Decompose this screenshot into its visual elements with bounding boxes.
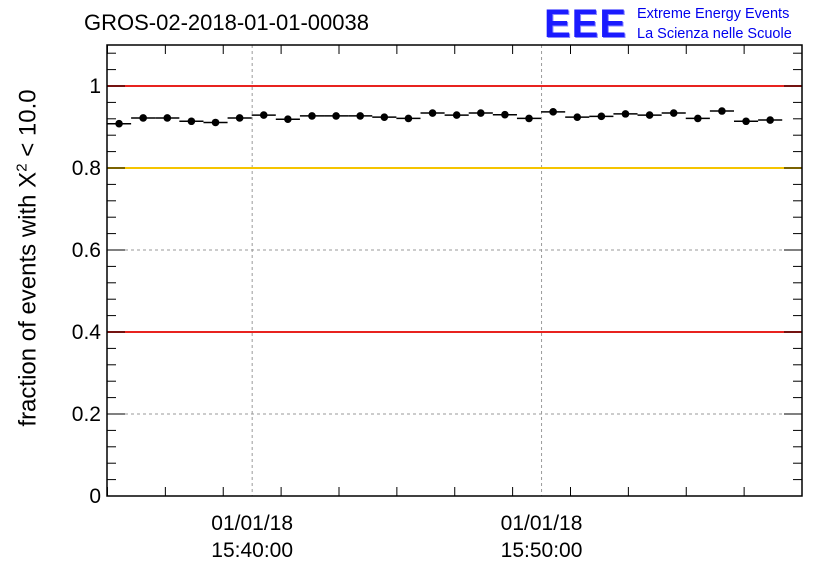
data-point [139, 114, 147, 122]
x-tick-label-time: 15:40:00 [211, 539, 293, 562]
data-point [187, 117, 196, 126]
data-point [235, 114, 244, 122]
data-point [404, 114, 413, 123]
y-tick-label: 0.8 [72, 157, 101, 180]
data-point [718, 107, 726, 115]
y-tick-label: 1 [89, 75, 101, 98]
data-point [621, 110, 630, 118]
data-point [332, 112, 340, 120]
y-tick-label: 0.6 [72, 239, 101, 262]
data-point [115, 119, 123, 128]
logo-mark: EEE [544, 2, 628, 46]
data-point [308, 112, 316, 120]
y-tick-label: 0.4 [72, 321, 102, 344]
chart-title: GROS-02-2018-01-01-00038 [84, 10, 369, 35]
data-point [428, 109, 437, 117]
logo-line-2: La Scienza nelle Scuole [637, 26, 792, 42]
y-tick-label: 0 [89, 485, 101, 508]
data-point [476, 109, 485, 117]
data-point [694, 114, 702, 123]
data-point [549, 108, 557, 116]
data-point [284, 115, 292, 124]
data-point [742, 117, 750, 126]
data-point [452, 111, 461, 119]
x-tick-label-date: 01/01/18 [211, 512, 293, 535]
y-tick-label: 0.2 [72, 403, 101, 426]
data-point [525, 114, 533, 123]
data-point [380, 113, 389, 121]
x-tick-label-time: 15:50:00 [501, 539, 583, 562]
data-point [669, 109, 678, 117]
data-point [766, 116, 774, 124]
data-point [259, 111, 268, 119]
data-point [573, 113, 582, 121]
x-tick-label-date: 01/01/18 [501, 512, 583, 535]
data-point [163, 114, 172, 122]
data-point [211, 118, 220, 127]
data-point [645, 111, 654, 119]
logo-line-1: Extreme Energy Events [637, 6, 790, 22]
data-point [501, 110, 509, 119]
data-point [356, 112, 365, 120]
data-point [597, 112, 606, 121]
